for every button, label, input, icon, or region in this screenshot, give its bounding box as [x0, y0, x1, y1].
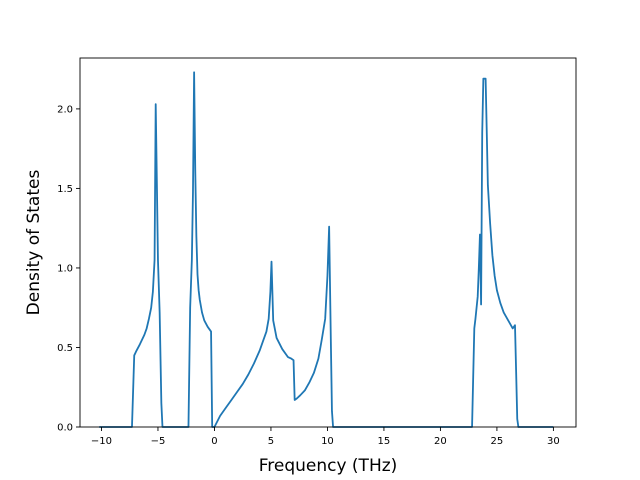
- x-tick-label: −5: [151, 436, 166, 447]
- series-line-dos: [99, 71, 554, 428]
- x-tick-label: 20: [434, 436, 447, 447]
- y-axis-label: Density of States: [24, 170, 44, 316]
- x-tick-label: 0: [211, 436, 217, 447]
- x-tick-label: 15: [378, 436, 391, 447]
- y-tick-label: 0.0: [57, 423, 73, 434]
- y-tick-label: 2.0: [57, 104, 73, 115]
- x-axis: −10 −5 0 5 10 15 20 25 30: [91, 427, 560, 447]
- x-tick-label: 25: [491, 436, 504, 447]
- y-tick-label: 0.5: [57, 343, 73, 354]
- y-tick-label: 1.5: [57, 184, 73, 195]
- y-tick-label: 1.0: [57, 263, 73, 274]
- x-tick-label: 5: [268, 436, 274, 447]
- plot-frame: [79, 57, 577, 428]
- x-tick-label: 10: [321, 436, 334, 447]
- y-axis: 0.0 0.5 1.0 1.5 2.0: [57, 104, 80, 434]
- x-axis-label: Frequency (THz): [259, 456, 398, 476]
- x-tick-label: 30: [547, 436, 560, 447]
- x-tick-label: −10: [91, 436, 112, 447]
